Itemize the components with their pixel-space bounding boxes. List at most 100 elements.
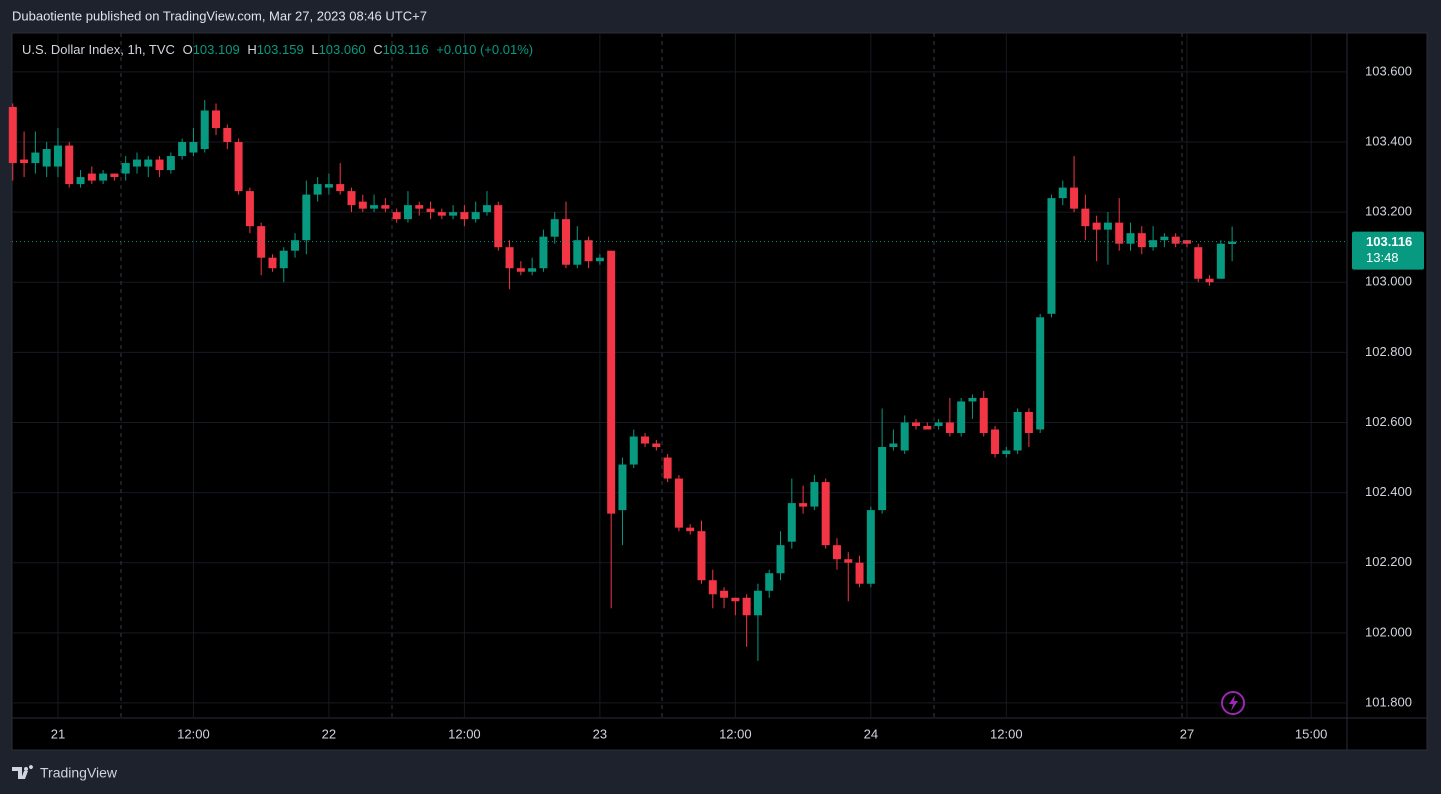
candle-body [403, 205, 412, 220]
y-tick-label: 102.800 [1365, 344, 1412, 359]
x-tick-label: 15:00 [1295, 726, 1328, 741]
candle-body [392, 212, 401, 220]
ohlc-label: H [247, 42, 256, 57]
candle-body [471, 212, 480, 220]
candle-body [1058, 187, 1067, 199]
session-breaks [120, 33, 1183, 718]
candle-body [257, 226, 266, 258]
y-tick-label: 102.400 [1365, 484, 1412, 499]
candle-body [234, 142, 243, 192]
y-tick-label: 101.800 [1365, 694, 1412, 709]
candle-body [76, 177, 85, 185]
candle-body [1024, 411, 1033, 433]
ohlc-label: L [311, 42, 318, 57]
candle-body [42, 149, 51, 167]
candle-body [279, 250, 288, 269]
candle-body [99, 173, 108, 181]
candle-body [313, 184, 322, 195]
change: +0.010 (+0.01%) [436, 42, 533, 57]
candle-body [1216, 243, 1225, 279]
ohlc-label: C [373, 42, 382, 57]
logo-mark [12, 765, 33, 779]
candle-body [212, 110, 221, 129]
candle-body [652, 443, 661, 448]
last-price-label: 103.116 [1366, 234, 1412, 249]
candle-body [731, 597, 740, 602]
candle-body [539, 236, 548, 269]
candle-body [607, 250, 616, 514]
legend-header: U.S. Dollar Index, 1h, TVC O103.109 H103… [22, 42, 533, 57]
y-tick-label: 102.600 [1365, 414, 1412, 429]
candles [8, 99, 1237, 661]
candle-body [426, 208, 435, 213]
logo-dot [24, 767, 28, 771]
candle-body [437, 212, 446, 216]
y-tick-label: 103.200 [1365, 204, 1412, 219]
candle-body [1160, 236, 1169, 241]
x-tick-label: 23 [593, 726, 607, 741]
candle-body [370, 205, 379, 209]
candle-body [641, 436, 650, 444]
candle-body [923, 425, 932, 430]
candle-body [482, 205, 491, 213]
candle-body [1205, 278, 1214, 283]
candle-body [945, 422, 954, 433]
candle-body [844, 559, 853, 563]
candle-body [697, 531, 706, 581]
candle-body [347, 191, 356, 206]
candle-body [505, 247, 514, 269]
candle-body [912, 422, 920, 426]
candle-body [200, 110, 209, 150]
candle-body [878, 447, 887, 511]
alert-icon[interactable] [1221, 691, 1245, 715]
chart-panel [11, 32, 1428, 751]
candle-body [1137, 233, 1146, 248]
candle-body [302, 194, 311, 241]
candle-body [968, 397, 977, 402]
candle-body [178, 142, 187, 157]
candle-body [1070, 187, 1079, 209]
alert-bolt[interactable] [1229, 695, 1238, 711]
candle-body [245, 191, 254, 227]
alert-circle[interactable] [1221, 691, 1245, 715]
candle-body [336, 184, 345, 192]
candle-body [268, 257, 277, 269]
countdown-label: 13:48 [1366, 250, 1399, 265]
candle-body [934, 422, 943, 426]
candle-body [821, 482, 830, 546]
candle-body [832, 545, 841, 560]
candle-body [550, 219, 559, 237]
x-tick-label: 22 [322, 726, 336, 741]
candle-body [1149, 240, 1158, 248]
candle-body [528, 268, 537, 272]
candle-body [121, 163, 130, 174]
candle-body [31, 152, 40, 164]
candle-body [291, 240, 300, 251]
candle-body [1013, 411, 1022, 451]
candle-body [674, 478, 683, 528]
candle-body [223, 128, 232, 143]
candle-body [1228, 241, 1237, 245]
candle-body [53, 145, 62, 167]
candle-body [663, 457, 672, 479]
candle-body [776, 545, 785, 574]
candle-body [155, 159, 164, 171]
candle-body [358, 201, 367, 209]
candle-body [765, 573, 774, 591]
ohlc-value: 103.159 [257, 42, 304, 57]
candle-body [166, 156, 175, 171]
grid [12, 33, 1347, 718]
candle-body [900, 422, 909, 451]
candle-body [1171, 236, 1180, 244]
candle-body [618, 464, 627, 511]
candle-body [720, 590, 729, 598]
candle-body [1002, 450, 1011, 455]
candle-body [889, 443, 898, 448]
candle-body [629, 436, 638, 465]
candle-body [189, 142, 198, 153]
candle-body [324, 184, 333, 188]
candle-body [957, 401, 966, 433]
candle-body [1115, 222, 1124, 244]
y-tick-label: 103.600 [1365, 63, 1412, 78]
candle-body [686, 527, 695, 532]
